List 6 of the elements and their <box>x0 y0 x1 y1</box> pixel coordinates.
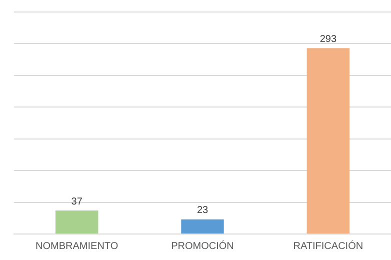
x-tick-label: NOMBRAMIENTO <box>36 240 118 252</box>
data-label: 23 <box>196 205 208 216</box>
data-label: 37 <box>71 196 83 208</box>
data-label: 293 <box>320 34 337 45</box>
x-tick-label: RATIFICACIÓN <box>293 240 364 252</box>
x-tick-label: PROMOCIÓN <box>171 240 234 252</box>
